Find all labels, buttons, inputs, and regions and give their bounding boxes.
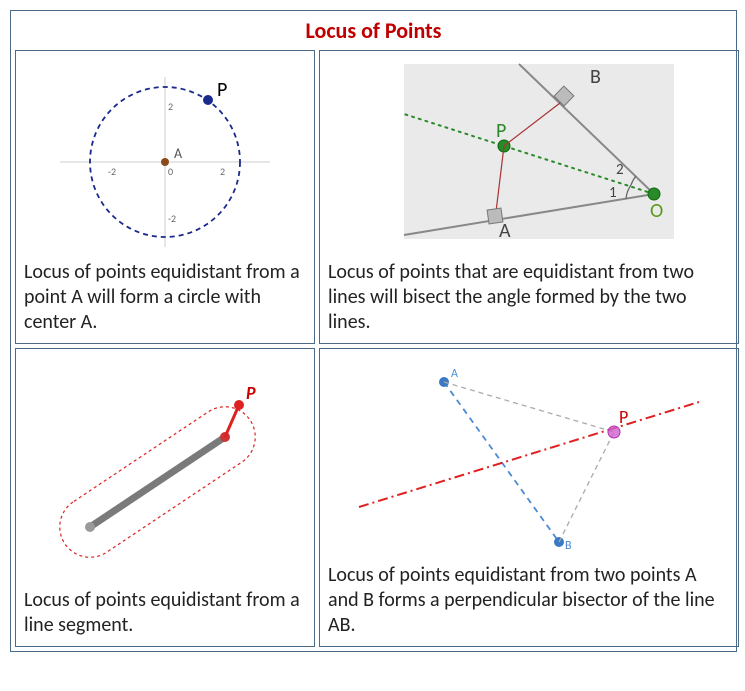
cell-top-right: P 1 2 O B [319, 50, 739, 344]
svg-text:A: A [451, 367, 458, 381]
infographic-container: Locus of Points -2 0 2 2 -2 [10, 10, 737, 652]
caption-bl: Locus of points equidistant from a line … [24, 582, 306, 638]
svg-text:1: 1 [609, 184, 617, 202]
svg-text:-2: -2 [168, 212, 176, 225]
svg-text:B: B [565, 539, 572, 553]
grid: -2 0 2 2 -2 A P Locus of points equidist… [11, 48, 736, 651]
caption-tl: Locus of points equidistant from a point… [24, 254, 306, 335]
diagram-angle-bisector: P 1 2 O B [328, 59, 730, 254]
svg-text:A: A [499, 219, 511, 243]
svg-text:2: 2 [616, 161, 624, 179]
svg-text:A: A [174, 145, 183, 162]
svg-text:B: B [590, 65, 601, 89]
svg-text:-2: -2 [108, 165, 116, 178]
svg-text:2: 2 [220, 165, 225, 178]
svg-text:P: P [246, 382, 256, 404]
diagram-stadium: P [24, 357, 306, 582]
svg-text:0: 0 [168, 165, 173, 178]
cell-bottom-right: A B P Locus of points equidistant from t… [319, 348, 739, 647]
cell-bottom-left: P Locus of points equidistant from a lin… [15, 348, 315, 647]
diagram-circle-locus: -2 0 2 2 -2 A P [24, 59, 306, 254]
svg-text:P: P [496, 119, 506, 143]
svg-text:P: P [619, 406, 628, 428]
page-title: Locus of Points [11, 11, 736, 48]
svg-text:P: P [217, 78, 227, 102]
caption-br: Locus of points equidistant from two poi… [328, 557, 730, 638]
svg-text:O: O [650, 199, 663, 223]
diagram-perp-bisector: A B P [328, 357, 730, 557]
cell-top-left: -2 0 2 2 -2 A P Locus of points equidist… [15, 50, 315, 344]
svg-text:2: 2 [168, 100, 173, 113]
caption-tr: Locus of points that are equidistant fro… [328, 254, 730, 335]
